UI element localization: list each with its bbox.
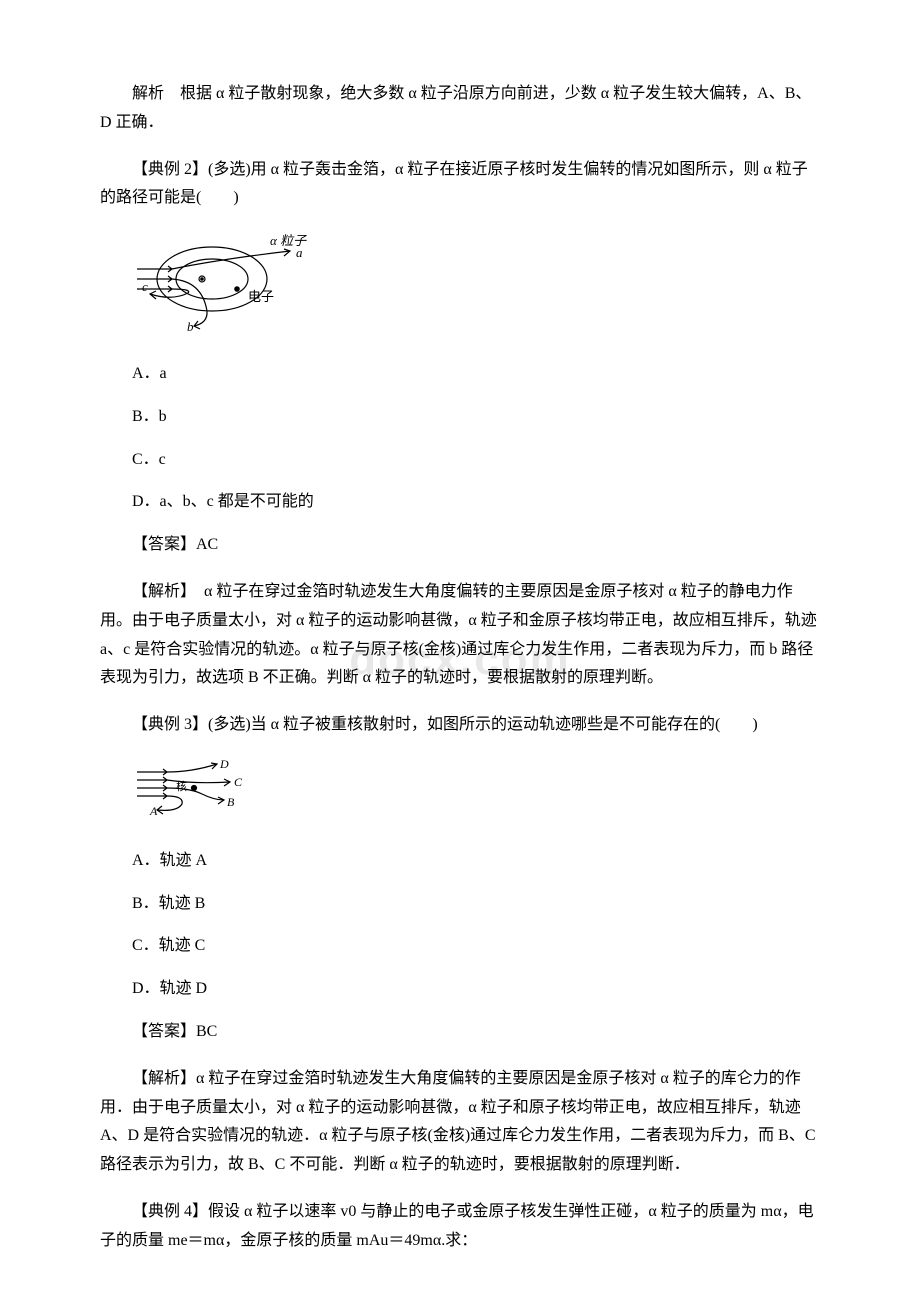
label-b: B — [227, 795, 235, 809]
example-3-option-c: C．轨迹 C — [100, 932, 820, 961]
label-c: C — [234, 775, 243, 789]
example-2-diagram: α 粒子 a b c 电子 — [132, 231, 820, 342]
example-4-stem: 【典例 4】假设 α 粒子以速率 v0 与静止的电子或金原子核发生弹性正碰，α … — [100, 1198, 820, 1256]
analysis-paragraph-1: 解析 根据 α 粒子散射现象，绝大多数 α 粒子沿原方向前进，少数 α 粒子发生… — [100, 80, 820, 138]
example-3-analysis: 【解析】α 粒子在穿过金箔时轨迹发生大角度偏转的主要原因是金原子核对 α 粒子的… — [100, 1065, 820, 1180]
example-2-answer: 【答案】AC — [100, 531, 820, 560]
label-c: c — [142, 279, 148, 294]
document-content: 解析 根据 α 粒子散射现象，绝大多数 α 粒子沿原方向前进，少数 α 粒子发生… — [100, 80, 820, 1256]
example-3-stem: 【典例 3】(多选)当 α 粒子被重核散射时，如图所示的运动轨迹哪些是不可能存在… — [100, 711, 820, 740]
example-2-analysis: 【解析】 α 粒子在穿过金箔时轨迹发生大角度偏转的主要原因是金原子核对 α 粒子… — [100, 578, 820, 693]
example-3-option-d: D．轨迹 D — [100, 975, 820, 1004]
label-b: b — [187, 319, 194, 331]
example-3-option-a: A．轨迹 A — [100, 847, 820, 876]
example-3-answer: 【答案】BC — [100, 1018, 820, 1047]
label-d: D — [219, 758, 229, 771]
example-3-diagram: D C B A 核 — [132, 758, 820, 829]
label-a: A — [149, 804, 158, 818]
label-nucleus: 核 — [176, 779, 187, 793]
example-2-option-c: C．c — [100, 446, 820, 475]
example-2-option-d: D．a、b、c 都是不可能的 — [100, 488, 820, 517]
label-electron: 电子 — [248, 289, 274, 304]
example-2-option-b: B．b — [100, 403, 820, 432]
example-3-option-b: B．轨迹 B — [100, 890, 820, 919]
example-2-stem: 【典例 2】(多选)用 α 粒子轰击金箔，α 粒子在接近原子核时发生偏转的情况如… — [100, 156, 820, 214]
example-2-option-a: A．a — [100, 360, 820, 389]
label-a: a — [296, 245, 303, 260]
